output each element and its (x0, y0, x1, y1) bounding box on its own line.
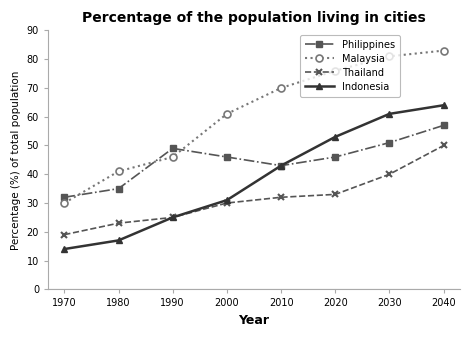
Malaysia (62, 201, 67, 205)
Y-axis label: Percentage (%) of total population: Percentage (%) of total population (11, 70, 21, 249)
Malaysia (278, 86, 284, 90)
Line: Malaysia: Malaysia (61, 47, 447, 207)
Indonesia (333, 135, 338, 139)
Title: Percentage of the population living in cities: Percentage of the population living in c… (82, 11, 426, 25)
Philippines (278, 164, 284, 168)
Thailand (116, 221, 122, 225)
Philippines (333, 155, 338, 159)
Philippines (62, 195, 67, 199)
Malaysia (333, 69, 338, 73)
Philippines (170, 146, 176, 150)
Malaysia (387, 54, 392, 58)
Thailand (170, 215, 176, 219)
Philippines (224, 155, 230, 159)
Malaysia (170, 155, 176, 159)
Thailand (387, 172, 392, 176)
Indonesia (441, 103, 447, 107)
Philippines (441, 123, 447, 127)
Indonesia (62, 247, 67, 251)
X-axis label: Year: Year (238, 314, 269, 327)
Philippines (116, 187, 122, 191)
Thailand (333, 192, 338, 196)
Philippines (387, 141, 392, 145)
Indonesia (170, 215, 176, 219)
Thailand (62, 233, 67, 237)
Legend: Philippines, Malaysia, Thailand, Indonesia: Philippines, Malaysia, Thailand, Indones… (300, 35, 400, 97)
Thailand (278, 195, 284, 199)
Malaysia (116, 169, 122, 173)
Malaysia (441, 49, 447, 53)
Indonesia (116, 238, 122, 242)
Thailand (224, 201, 230, 205)
Indonesia (278, 164, 284, 168)
Thailand (441, 143, 447, 147)
Line: Philippines: Philippines (61, 122, 447, 200)
Line: Thailand: Thailand (61, 142, 447, 238)
Indonesia (387, 112, 392, 116)
Malaysia (224, 112, 230, 116)
Indonesia (224, 198, 230, 202)
Line: Indonesia: Indonesia (61, 102, 447, 252)
